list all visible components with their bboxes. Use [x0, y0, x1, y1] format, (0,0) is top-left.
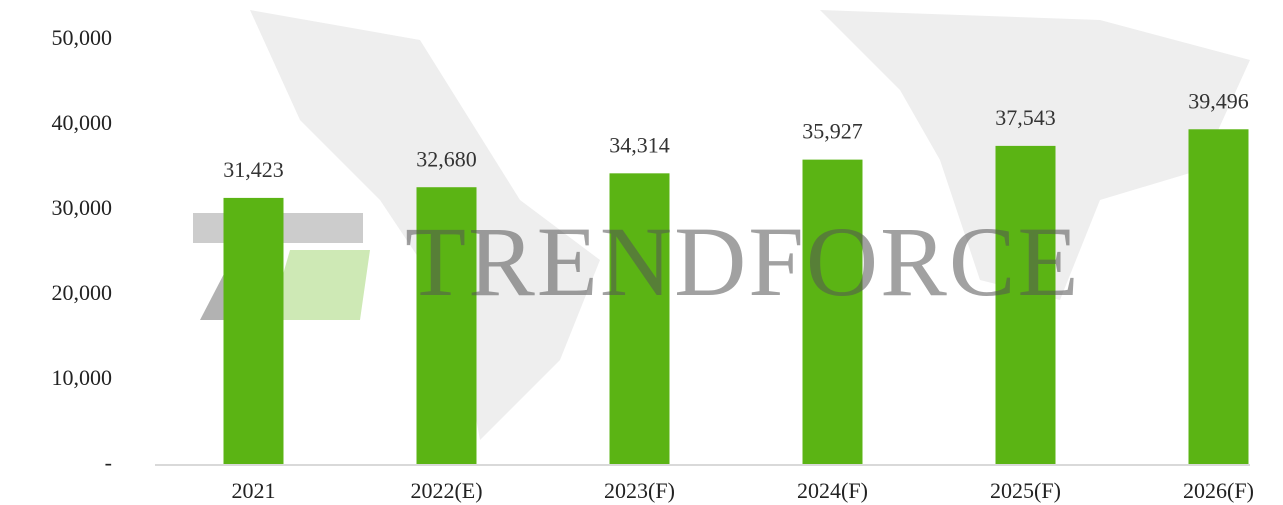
- bar: [223, 197, 284, 466]
- logo-shape: [270, 250, 370, 320]
- bar: [416, 187, 477, 465]
- y-tick-label: 30,000: [52, 195, 113, 220]
- x-tick-label: 2025(F): [990, 478, 1061, 503]
- x-tick-label: 2022(E): [410, 478, 482, 503]
- data-label: 31,423: [223, 157, 284, 182]
- x-tick-label: 2023(F): [604, 478, 675, 503]
- data-label: 37,543: [995, 105, 1056, 130]
- y-tick-label: -: [105, 450, 112, 475]
- bar: [995, 145, 1056, 465]
- bar: [802, 159, 863, 466]
- y-tick-label: 40,000: [52, 110, 113, 135]
- data-label: 32,680: [416, 146, 477, 171]
- data-label: 39,496: [1188, 88, 1249, 113]
- x-tick-label: 2024(F): [797, 478, 868, 503]
- data-label: 35,927: [802, 119, 863, 144]
- data-label: 34,314: [609, 132, 670, 157]
- bar: [1188, 129, 1249, 465]
- bar: [609, 173, 670, 465]
- x-tick-label: 2026(F): [1183, 478, 1254, 503]
- y-tick-label: 10,000: [52, 365, 113, 390]
- x-tick-label: 2021: [232, 478, 276, 503]
- y-tick-label: 50,000: [52, 25, 113, 50]
- y-tick-label: 20,000: [52, 280, 113, 305]
- watermark: TRENDFORCE: [405, 206, 1081, 317]
